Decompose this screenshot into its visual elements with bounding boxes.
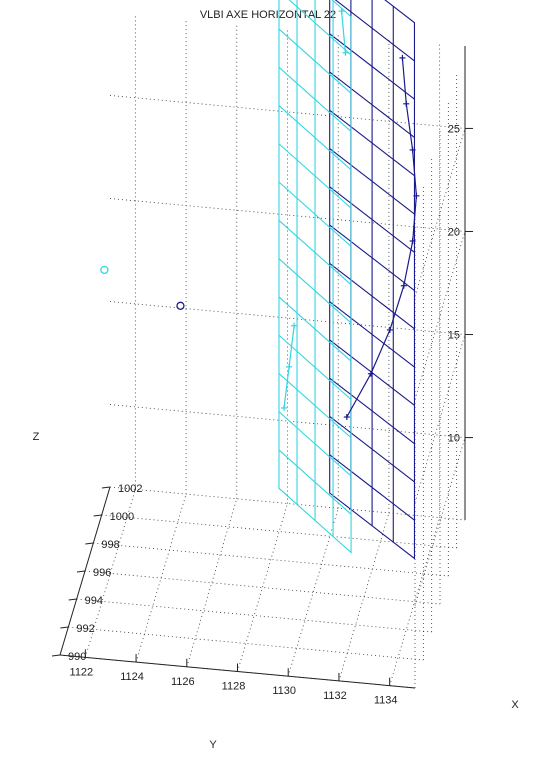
z-tick-label: 25 [448, 123, 460, 135]
data-point-plus [409, 146, 416, 153]
data-point-plus [400, 282, 407, 289]
z-tick-label: 10 [448, 433, 460, 445]
data-point-plus [343, 414, 350, 421]
data-point-plus [286, 363, 293, 370]
y-axis-label: Y [209, 739, 217, 751]
data-point-plus [291, 322, 298, 329]
mesh-line-horizontal [329, 148, 415, 215]
y-tick-label: 1130 [272, 685, 296, 697]
data-point-circle [100, 265, 109, 275]
floor-grid-line [101, 514, 457, 549]
floor-grid-line [186, 498, 238, 667]
y-tick-label: 1134 [374, 695, 398, 707]
y-tick-label: 1122 [70, 666, 94, 678]
plane-layer [278, 0, 416, 560]
mesh-line-horizontal [329, 416, 415, 483]
x-tick-label: 998 [101, 539, 119, 551]
floor-grid-line [76, 598, 432, 633]
mesh-line-horizontal [329, 454, 415, 521]
y-tick-label: 1128 [222, 681, 246, 693]
mesh-line-horizontal [278, 411, 352, 477]
mesh-plane [278, 0, 352, 554]
axis-layer: 990 992 994 996 998 1000 1002 1134 1132 1130 1128 1… [51, 46, 473, 707]
y-tick-label: 1132 [323, 690, 347, 702]
mesh-line-horizontal [278, 449, 352, 515]
mesh-line-horizontal [329, 301, 415, 368]
mesh-line-horizontal [278, 143, 352, 209]
data-point-plus [409, 237, 416, 244]
z-tick-label: 20 [448, 226, 460, 238]
mesh-line-horizontal [278, 219, 352, 286]
data-point-plus [386, 326, 393, 333]
floor-grid-line [84, 570, 441, 605]
x-tick-label: 990 [68, 651, 86, 663]
mesh-line-horizontal [329, 339, 415, 406]
grid [59, 15, 466, 689]
mesh-line-horizontal [278, 296, 352, 362]
mesh-line-horizontal [278, 334, 352, 400]
chart-title: VLBI AXE HORIZONTAL 22 [200, 9, 336, 21]
data-point-plus [413, 192, 420, 199]
mesh-line-horizontal [329, 262, 415, 330]
x-tick-label: 994 [85, 595, 103, 607]
data-point-plus [342, 49, 349, 56]
mesh-line-horizontal [334, 0, 415, 62]
x-tick-mark [93, 514, 102, 517]
series-line [341, 10, 346, 53]
mesh-line-horizontal [278, 373, 352, 439]
x-tick-label: 996 [93, 567, 111, 579]
data-point-plus [399, 54, 406, 61]
mesh-line-horizontal [288, 0, 352, 56]
side-wall-grid-line [414, 437, 466, 606]
mesh-line-horizontal [278, 181, 352, 247]
x-tick-mark [85, 542, 94, 545]
data-point-plus [367, 370, 374, 377]
z-axis-label: Z [33, 431, 40, 443]
x-tick-mark [76, 570, 86, 573]
z-tick-label: 15 [448, 330, 460, 342]
floor-grid-line [68, 626, 424, 661]
series-layer [100, 8, 420, 421]
x-tick-label: 1002 [118, 483, 142, 495]
x-tick-mark [68, 598, 77, 601]
x-tick-label: 992 [76, 623, 94, 635]
back-wall-grid-line [109, 301, 466, 335]
mesh-line-horizontal [329, 186, 415, 253]
y-tick-label: 1126 [171, 676, 195, 688]
mesh-line-horizontal [278, 28, 352, 94]
x-axis-label: X [511, 699, 519, 711]
mesh-line-horizontal [329, 109, 415, 177]
mesh-line-horizontal [329, 71, 415, 138]
mesh-line-horizontal [329, 224, 415, 291]
x-tick-mark [51, 654, 61, 657]
mesh-line-horizontal [278, 105, 352, 171]
data-point-circle [176, 301, 185, 310]
mesh-plane [329, 0, 416, 560]
x-tick-label: 1000 [110, 511, 134, 523]
data-point-plus [338, 8, 345, 15]
mesh-line-horizontal [329, 33, 415, 100]
floor-grid-line [287, 508, 339, 677]
x-tick-mark [60, 626, 69, 629]
back-wall-grid-line [109, 404, 466, 438]
data-point-plus [403, 100, 410, 107]
mesh-line-horizontal [278, 258, 352, 324]
mesh-line-horizontal [329, 377, 415, 445]
y-tick-label: 1124 [120, 671, 144, 683]
mesh-line-horizontal [278, 66, 352, 132]
data-point-plus [281, 404, 288, 411]
x-tick-mark [101, 486, 111, 489]
